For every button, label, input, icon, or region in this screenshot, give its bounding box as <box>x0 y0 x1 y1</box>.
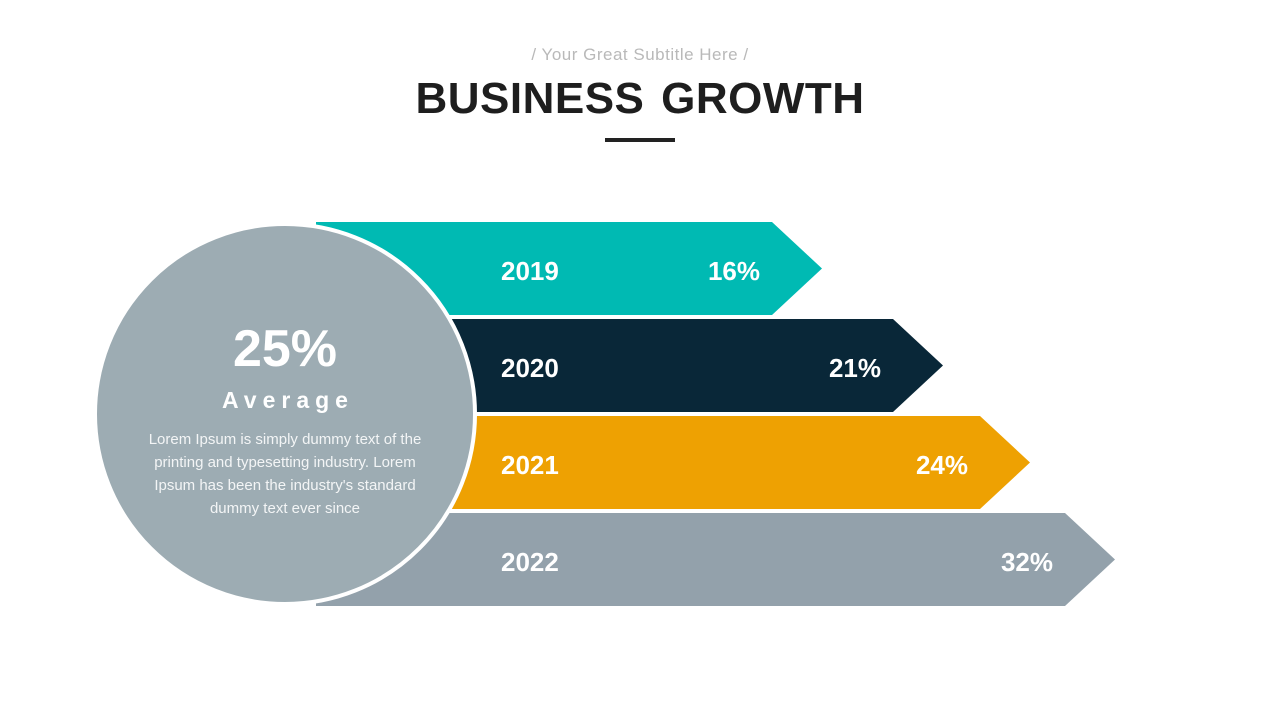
growth-bar-2022: 2022 32% <box>316 513 1115 606</box>
percent-label: 32% <box>1000 546 1053 577</box>
average-value: 25% <box>232 319 338 378</box>
page-title: BUSINESS GROWTH <box>415 74 865 123</box>
year-label: 2019 <box>501 255 559 286</box>
average-label: Average <box>222 386 354 413</box>
year-label: 2021 <box>501 449 559 480</box>
percent-label: 21% <box>828 352 881 383</box>
year-label: 2020 <box>501 352 559 383</box>
slide-subtitle: / Your Great Subtitle Here / <box>531 45 749 64</box>
slide-header: / Your Great Subtitle Here / BUSINESS GR… <box>0 46 1280 142</box>
average-circle: 25% Average Lorem Ipsum is simply dummy … <box>93 222 477 606</box>
title-underline <box>605 138 675 142</box>
average-description: Lorem Ipsum is simply dummy text of the … <box>148 430 422 517</box>
percent-label: 16% <box>707 255 760 286</box>
year-label: 2022 <box>501 546 559 577</box>
percent-label: 24% <box>915 449 968 480</box>
